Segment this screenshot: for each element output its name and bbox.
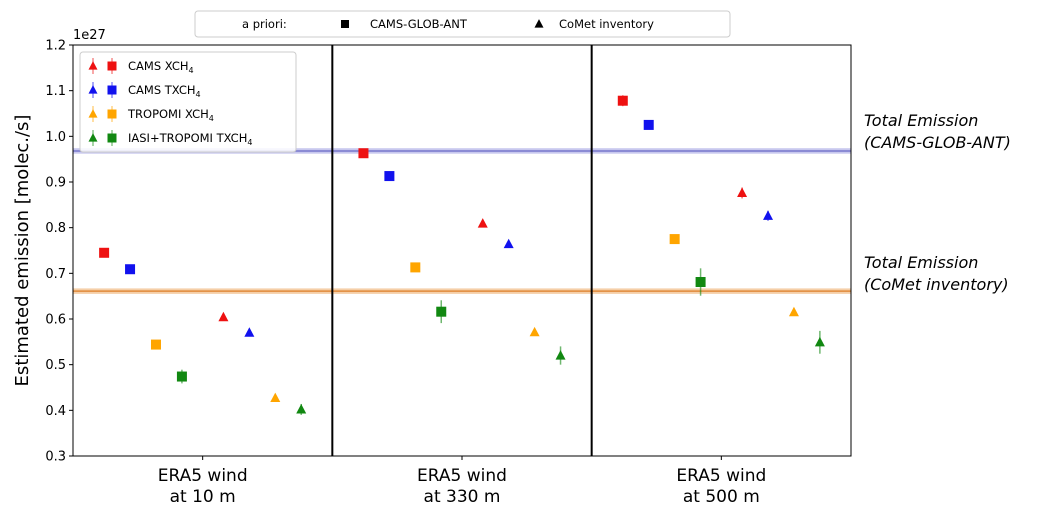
marker-square-s1-p2 [643, 119, 654, 130]
y-tick-label-7: 1.0 [45, 130, 66, 145]
legend-square-0 [107, 61, 117, 71]
legend-box [79, 51, 297, 153]
legend-label-0: CAMS XCH4 [128, 59, 194, 75]
marker-triangle-s1-p1 [503, 238, 514, 249]
marker-square-s2-p1 [410, 262, 421, 273]
marker-triangle-s0-p2 [737, 187, 748, 198]
data-marks [99, 95, 825, 415]
apriori-label-square: CAMS-GLOB-ANT [370, 17, 468, 31]
marker-square-s1-p0 [125, 264, 136, 275]
x-tick-label-line2-2: at 500 m [683, 487, 760, 506]
legend-square-1 [107, 85, 117, 95]
annotation-line2-1: (CoMet inventory) [864, 275, 1009, 294]
legend-triangle-2 [88, 109, 98, 118]
y-tick-label-5: 0.8 [45, 221, 66, 236]
annotation-line2-0: (CAMS-GLOB-ANT) [864, 133, 1011, 152]
y-axis-label: Estimated emission [molec./s] [12, 115, 33, 387]
x-tick-label-line1-0: ERA5 wind [158, 466, 248, 486]
marker-triangle-s0-p0 [218, 311, 229, 322]
marker-triangle-s0-p1 [477, 218, 488, 228]
marker-square-s3-p2 [695, 277, 706, 288]
legend-triangle-3 [88, 133, 98, 142]
reference-bands [73, 148, 851, 294]
marker-square-s0-p1 [358, 148, 369, 159]
marker-triangle-s2-p0 [270, 392, 281, 403]
annotation-line1-1: Total Emission [864, 253, 978, 272]
legend-label-2: TROPOMI XCH4 [127, 107, 214, 123]
apriori-triangle-icon [534, 19, 544, 28]
marker-square-s3-p0 [176, 371, 187, 382]
annotations: Total Emission (CAMS-GLOB-ANT) Total Emiss… [864, 111, 1011, 294]
marker-square-s2-p2 [669, 234, 680, 245]
x-tick-label-line1-2: ERA5 wind [676, 466, 766, 486]
legend-square-3 [107, 133, 117, 143]
apriori-legend-title: a priori: [242, 17, 287, 31]
apriori-legend-box [194, 10, 731, 38]
marker-triangle-s1-p0 [244, 327, 255, 337]
y-tick-label-0: 0.3 [45, 450, 66, 465]
x-tick-label-line2-1: at 330 m [424, 487, 501, 506]
y-tick-label-6: 0.9 [45, 176, 66, 191]
marker-triangle-s2-p1 [529, 326, 540, 337]
legend-triangle-0 [88, 61, 98, 70]
y-tick-label-8: 1.1 [45, 84, 66, 99]
marker-square-s2-p0 [150, 339, 161, 350]
marker-square-s0-p0 [99, 247, 110, 258]
apriori-label-triangle: CoMet inventory [559, 17, 654, 31]
axes: 0.3 0.4 0.5 0.6 0.7 0.8 0.9 1.0 1.1 1.2 1e27 Estima… [12, 28, 852, 506]
apriori-square-icon [341, 20, 349, 28]
legend-label-1: CAMS TXCH4 [128, 83, 201, 99]
y-tick-label-2: 0.5 [45, 358, 66, 373]
apriori-legend: a priori: CAMS-GLOB-ANT CoMet inventory [194, 10, 731, 38]
marker-triangle-s3-p1 [555, 350, 566, 360]
y-tick-label-9: 1.2 [45, 39, 66, 54]
marker-triangle-s3-p2 [814, 336, 825, 347]
y-offset-label: 1e27 [73, 28, 106, 43]
marker-square-s3-p1 [436, 306, 447, 317]
x-tick-label-line2-0: at 10 m [170, 487, 236, 506]
legend-label-3: IASI+TROPOMI TXCH4 [128, 131, 252, 147]
y-tick-label-4: 0.7 [45, 267, 66, 282]
series-legend: CAMS XCH4 CAMS TXCH4 TROPOMI XCH4 IASI+TROP… [79, 51, 297, 153]
marker-triangle-s1-p2 [763, 210, 774, 220]
y-tick-label-3: 0.6 [45, 313, 66, 328]
legend-triangle-1 [88, 85, 98, 94]
marker-triangle-s2-p2 [788, 306, 799, 317]
y-tick-label-1: 0.4 [45, 404, 66, 419]
x-tick-label-line1-1: ERA5 wind [417, 466, 507, 486]
annotation-line1-0: Total Emission [864, 111, 978, 130]
marker-triangle-s3-p0 [296, 404, 307, 414]
marker-square-s1-p1 [384, 171, 395, 182]
marker-square-s0-p2 [617, 95, 628, 106]
legend-square-2 [107, 109, 117, 119]
